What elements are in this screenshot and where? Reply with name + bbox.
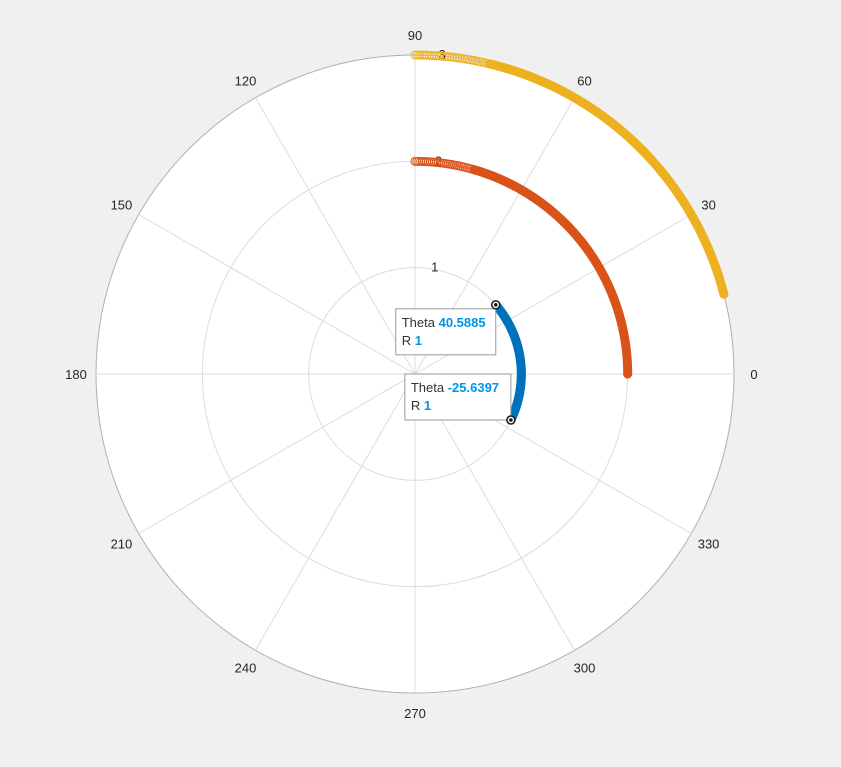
datatip-2[interactable]: Theta -25.6397 R 1 [404, 373, 516, 425]
series-3-point [434, 51, 444, 61]
datatip-theta-value: -25.6397 [448, 380, 499, 395]
series-3-band [485, 59, 729, 299]
series-layer [410, 50, 729, 425]
datatip-box [404, 373, 512, 421]
series-3-point [410, 50, 420, 60]
datatip-theta-value: 40.5885 [439, 315, 486, 330]
r-tick-label-3: 3 [439, 47, 446, 62]
datatip-r-label: R [411, 398, 424, 413]
theta-tick-label-60: 60 [577, 73, 591, 88]
datatip-r-row: R 1 [402, 333, 422, 348]
series-3-point [432, 51, 442, 61]
datatip-marker-dot [493, 303, 498, 307]
datatip-theta-label: Theta [411, 380, 448, 395]
series-2 [410, 156, 633, 379]
theta-gridline-120 [255, 97, 416, 375]
series-3-point [427, 50, 437, 60]
series-3-point [420, 50, 430, 60]
datatip-1[interactable]: Theta 40.5885 R 1 [395, 300, 501, 356]
datatip-marker-dot [509, 418, 513, 422]
series-3-point [417, 50, 427, 60]
theta-tick-label-270: 270 [404, 706, 426, 721]
datatip-r-row: R 1 [411, 398, 431, 413]
theta-tick-label-240: 240 [235, 661, 257, 676]
series-3-point [429, 51, 439, 61]
theta-tick-label-300: 300 [574, 661, 596, 676]
datatip-box [395, 308, 497, 356]
theta-tick-label-30: 30 [701, 198, 715, 213]
series-3 [410, 50, 729, 299]
datatip-r-value: 1 [415, 333, 422, 348]
theta-tick-label-180: 180 [65, 367, 87, 382]
theta-gridline-150 [138, 214, 416, 375]
theta-tick-labels: 0 30 60 90 120 150 180 210 240 270 300 330 [65, 28, 757, 721]
theta-tick-label-120: 120 [235, 73, 257, 88]
series-1-band [491, 300, 526, 425]
series-3-point [437, 51, 447, 61]
datatip-theta-label: Theta [402, 315, 439, 330]
series-3-point [422, 50, 432, 60]
theta-tick-label-0: 0 [750, 367, 757, 382]
series-3-point [412, 50, 422, 60]
series-2-band [469, 165, 633, 379]
series-3-point [415, 50, 425, 60]
series-3-point [424, 50, 434, 60]
datatip-theta-row: Theta 40.5885 [402, 315, 486, 330]
datatip-r-label: R [402, 333, 415, 348]
datatip-layer[interactable]: Theta 40.5885 R 1 Theta -25.6397 R 1 [395, 300, 516, 425]
r-tick-label-1: 1 [431, 260, 438, 275]
series-2-point [410, 156, 420, 166]
datatip-r-value: 1 [424, 398, 431, 413]
theta-tick-label-150: 150 [111, 198, 133, 213]
theta-tick-label-330: 330 [698, 537, 720, 552]
theta-gridline-210 [138, 373, 416, 534]
theta-tick-label-90: 90 [408, 28, 422, 43]
datatip-theta-row: Theta -25.6397 [411, 380, 499, 395]
theta-gridline-240 [255, 373, 416, 651]
theta-tick-label-210: 210 [111, 537, 133, 552]
